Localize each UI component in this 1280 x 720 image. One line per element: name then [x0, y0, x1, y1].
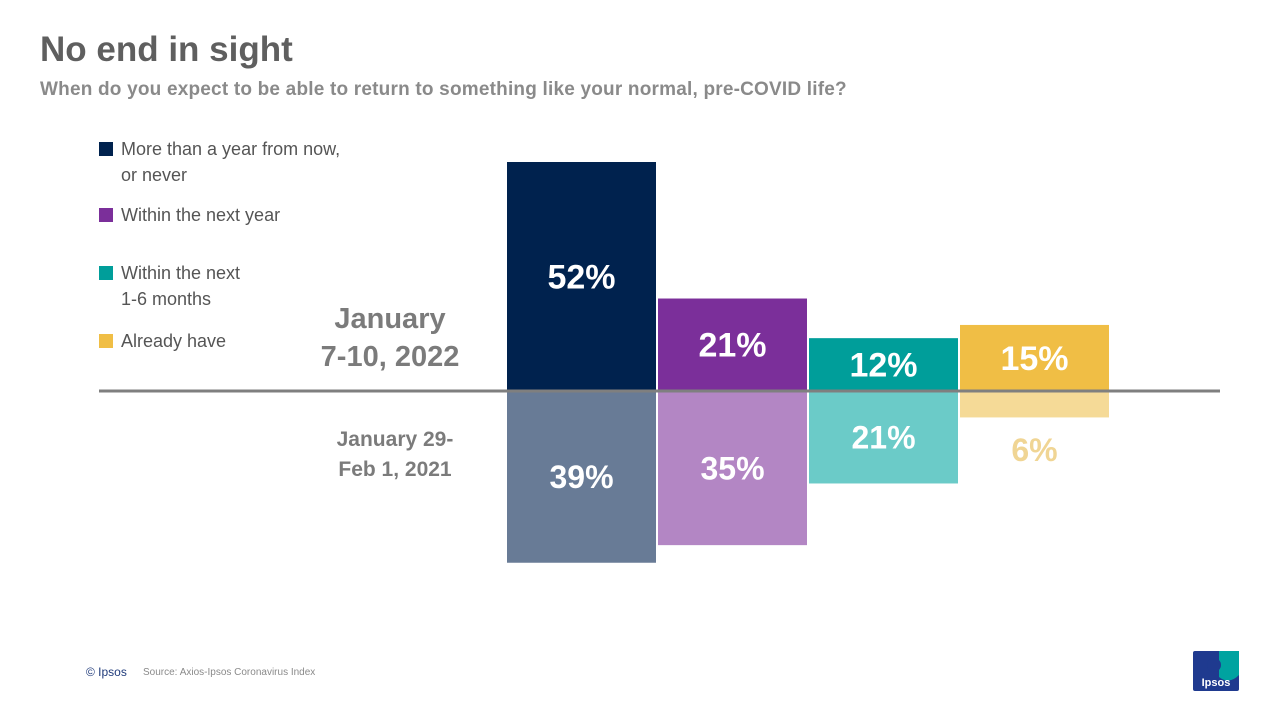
legend-swatch [99, 142, 113, 156]
legend-label: Already have [121, 331, 227, 351]
legend-label: Within the next 1-6 months [121, 263, 241, 309]
period-label-previous: January 29- Feb 1, 2021 [336, 428, 454, 481]
data-label-current-4: 15% [1000, 340, 1068, 378]
data-label-current-3: 12% [849, 346, 917, 384]
legend-swatch [99, 266, 113, 280]
data-label-current-1: 52% [547, 258, 615, 296]
data-label-previous-3: 21% [851, 419, 915, 455]
legend-item-within-months: Within the next 1-6 months [99, 262, 399, 312]
footer-source: Source: Axios-Ipsos Coronavirus Index [143, 667, 316, 678]
legend-item-within-year: Within the next year [99, 204, 399, 228]
bar-current-4 [960, 324, 1109, 391]
legend-item-more-than-year: More than a year from now, or never [99, 138, 399, 188]
bar-current-2 [658, 298, 807, 391]
data-label-current-2: 21% [698, 327, 766, 365]
chart-title: No end in sight [40, 30, 293, 69]
data-label-previous-2: 35% [700, 450, 764, 486]
legend-label: Within the next year [121, 205, 281, 225]
bar-previous-4 [960, 391, 1109, 418]
footer-copyright: © Ipsos [86, 665, 127, 679]
ipsos-logo-mark [1193, 651, 1239, 691]
bar-current-3 [809, 338, 958, 391]
chart-subtitle: When do you expect to be able to return … [40, 79, 847, 100]
data-label-previous-4: 6% [1011, 432, 1057, 468]
bar-previous-2 [658, 391, 807, 546]
ipsos-logo-text: Ipsos [1201, 677, 1231, 689]
legend-item-already-have: Already have [99, 330, 399, 354]
legend-swatch [99, 208, 113, 222]
legend-swatch [99, 334, 113, 348]
ipsos-logo: Ipsos [1193, 651, 1239, 691]
bar-previous-1 [507, 391, 656, 563]
period-label-current: January 7-10, 2022 [320, 303, 460, 373]
bar-current-1 [507, 162, 656, 391]
legend-label: More than a year from now, or never [121, 139, 341, 185]
data-label-previous-1: 39% [549, 459, 613, 495]
bar-previous-3 [809, 391, 958, 484]
